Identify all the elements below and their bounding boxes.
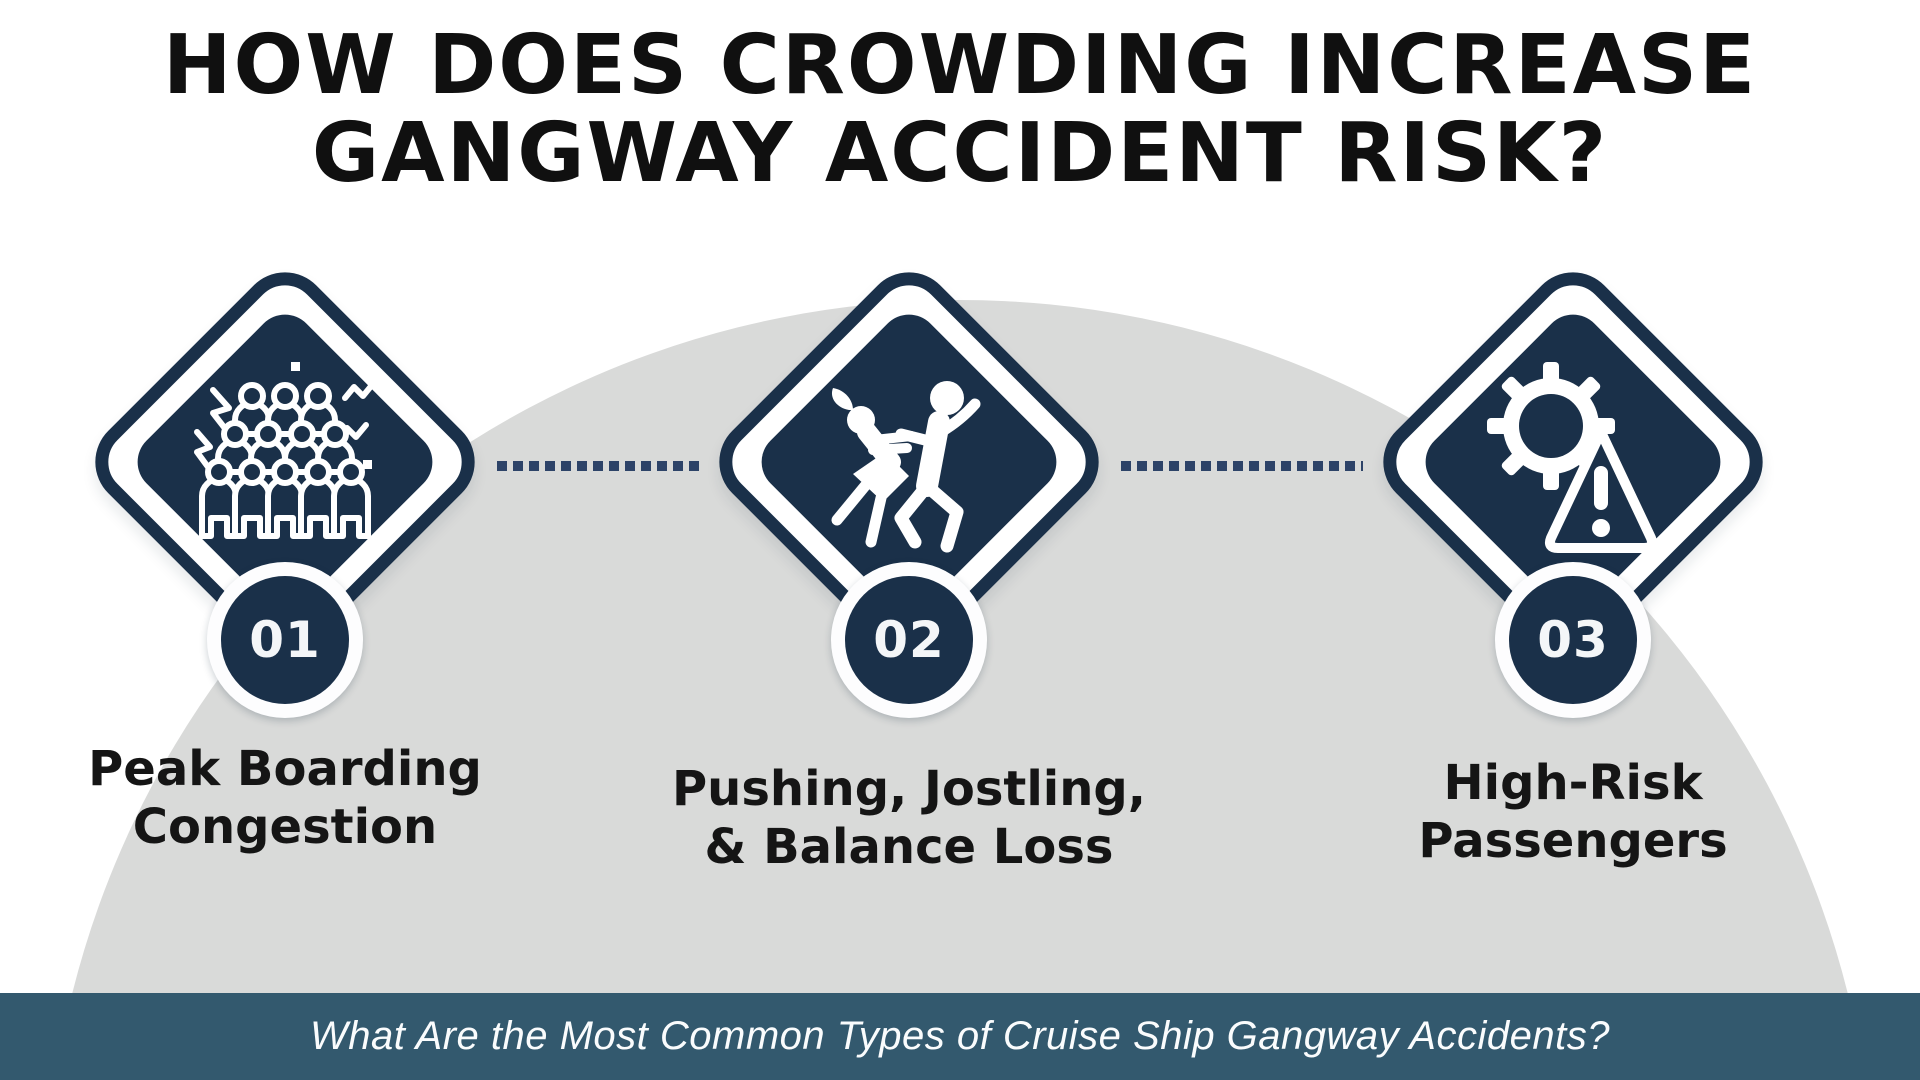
page-title-line1: HOW DOES CROWDING INCREASE (162, 18, 1758, 113)
crowd-congestion-icon (194, 362, 375, 568)
step-2-number: 02 (845, 576, 973, 704)
page-title-line2: GANGWAY ACCIDENT RISK? (311, 106, 1609, 201)
footer-question: What Are the Most Common Types of Cruise… (310, 1014, 1610, 1058)
footer-bar: What Are the Most Common Types of Cruise… (0, 993, 1920, 1080)
step-3-number: 03 (1509, 576, 1637, 704)
step-2-label: Pushing, Jostling, & Balance Loss (671, 761, 1147, 875)
gear-warning-icon (1487, 362, 1658, 553)
page-title: HOW DOES CROWDING INCREASE GANGWAY ACCID… (0, 22, 1920, 198)
step-1-label: Peak Boarding Congestion (88, 741, 482, 855)
dotted-connector-left (497, 461, 699, 471)
step-1-number: 01 (221, 576, 349, 704)
step-2-number-badge: 02 (831, 562, 987, 718)
step-1-number-badge: 01 (207, 562, 363, 718)
pushing-jostling-icon (831, 381, 981, 553)
step-3-label: High-Risk Passengers (1418, 755, 1728, 869)
dotted-connector-right (1121, 461, 1363, 471)
step-3-number-badge: 03 (1495, 562, 1651, 718)
